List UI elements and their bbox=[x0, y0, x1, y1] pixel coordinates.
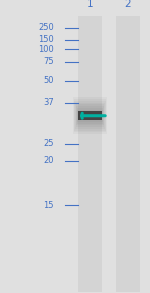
Text: 15: 15 bbox=[44, 201, 54, 209]
Text: 37: 37 bbox=[43, 98, 54, 107]
Bar bbox=[74, 101, 106, 131]
Text: 250: 250 bbox=[38, 23, 54, 32]
Bar bbox=[76, 106, 104, 125]
Text: 2: 2 bbox=[124, 0, 131, 9]
Text: 75: 75 bbox=[43, 57, 54, 66]
Bar bbox=[77, 110, 103, 122]
Bar bbox=[116, 16, 140, 292]
Bar bbox=[77, 108, 103, 124]
Text: 1: 1 bbox=[87, 0, 93, 9]
Text: 25: 25 bbox=[44, 139, 54, 148]
Bar bbox=[78, 16, 102, 292]
Text: 50: 50 bbox=[44, 76, 54, 85]
Bar bbox=[75, 103, 105, 129]
Text: 20: 20 bbox=[44, 156, 54, 165]
Text: 100: 100 bbox=[38, 45, 54, 54]
Bar bbox=[78, 111, 102, 120]
Bar bbox=[73, 97, 107, 134]
Bar bbox=[76, 104, 104, 127]
Bar bbox=[74, 99, 106, 132]
Text: 150: 150 bbox=[38, 35, 54, 44]
